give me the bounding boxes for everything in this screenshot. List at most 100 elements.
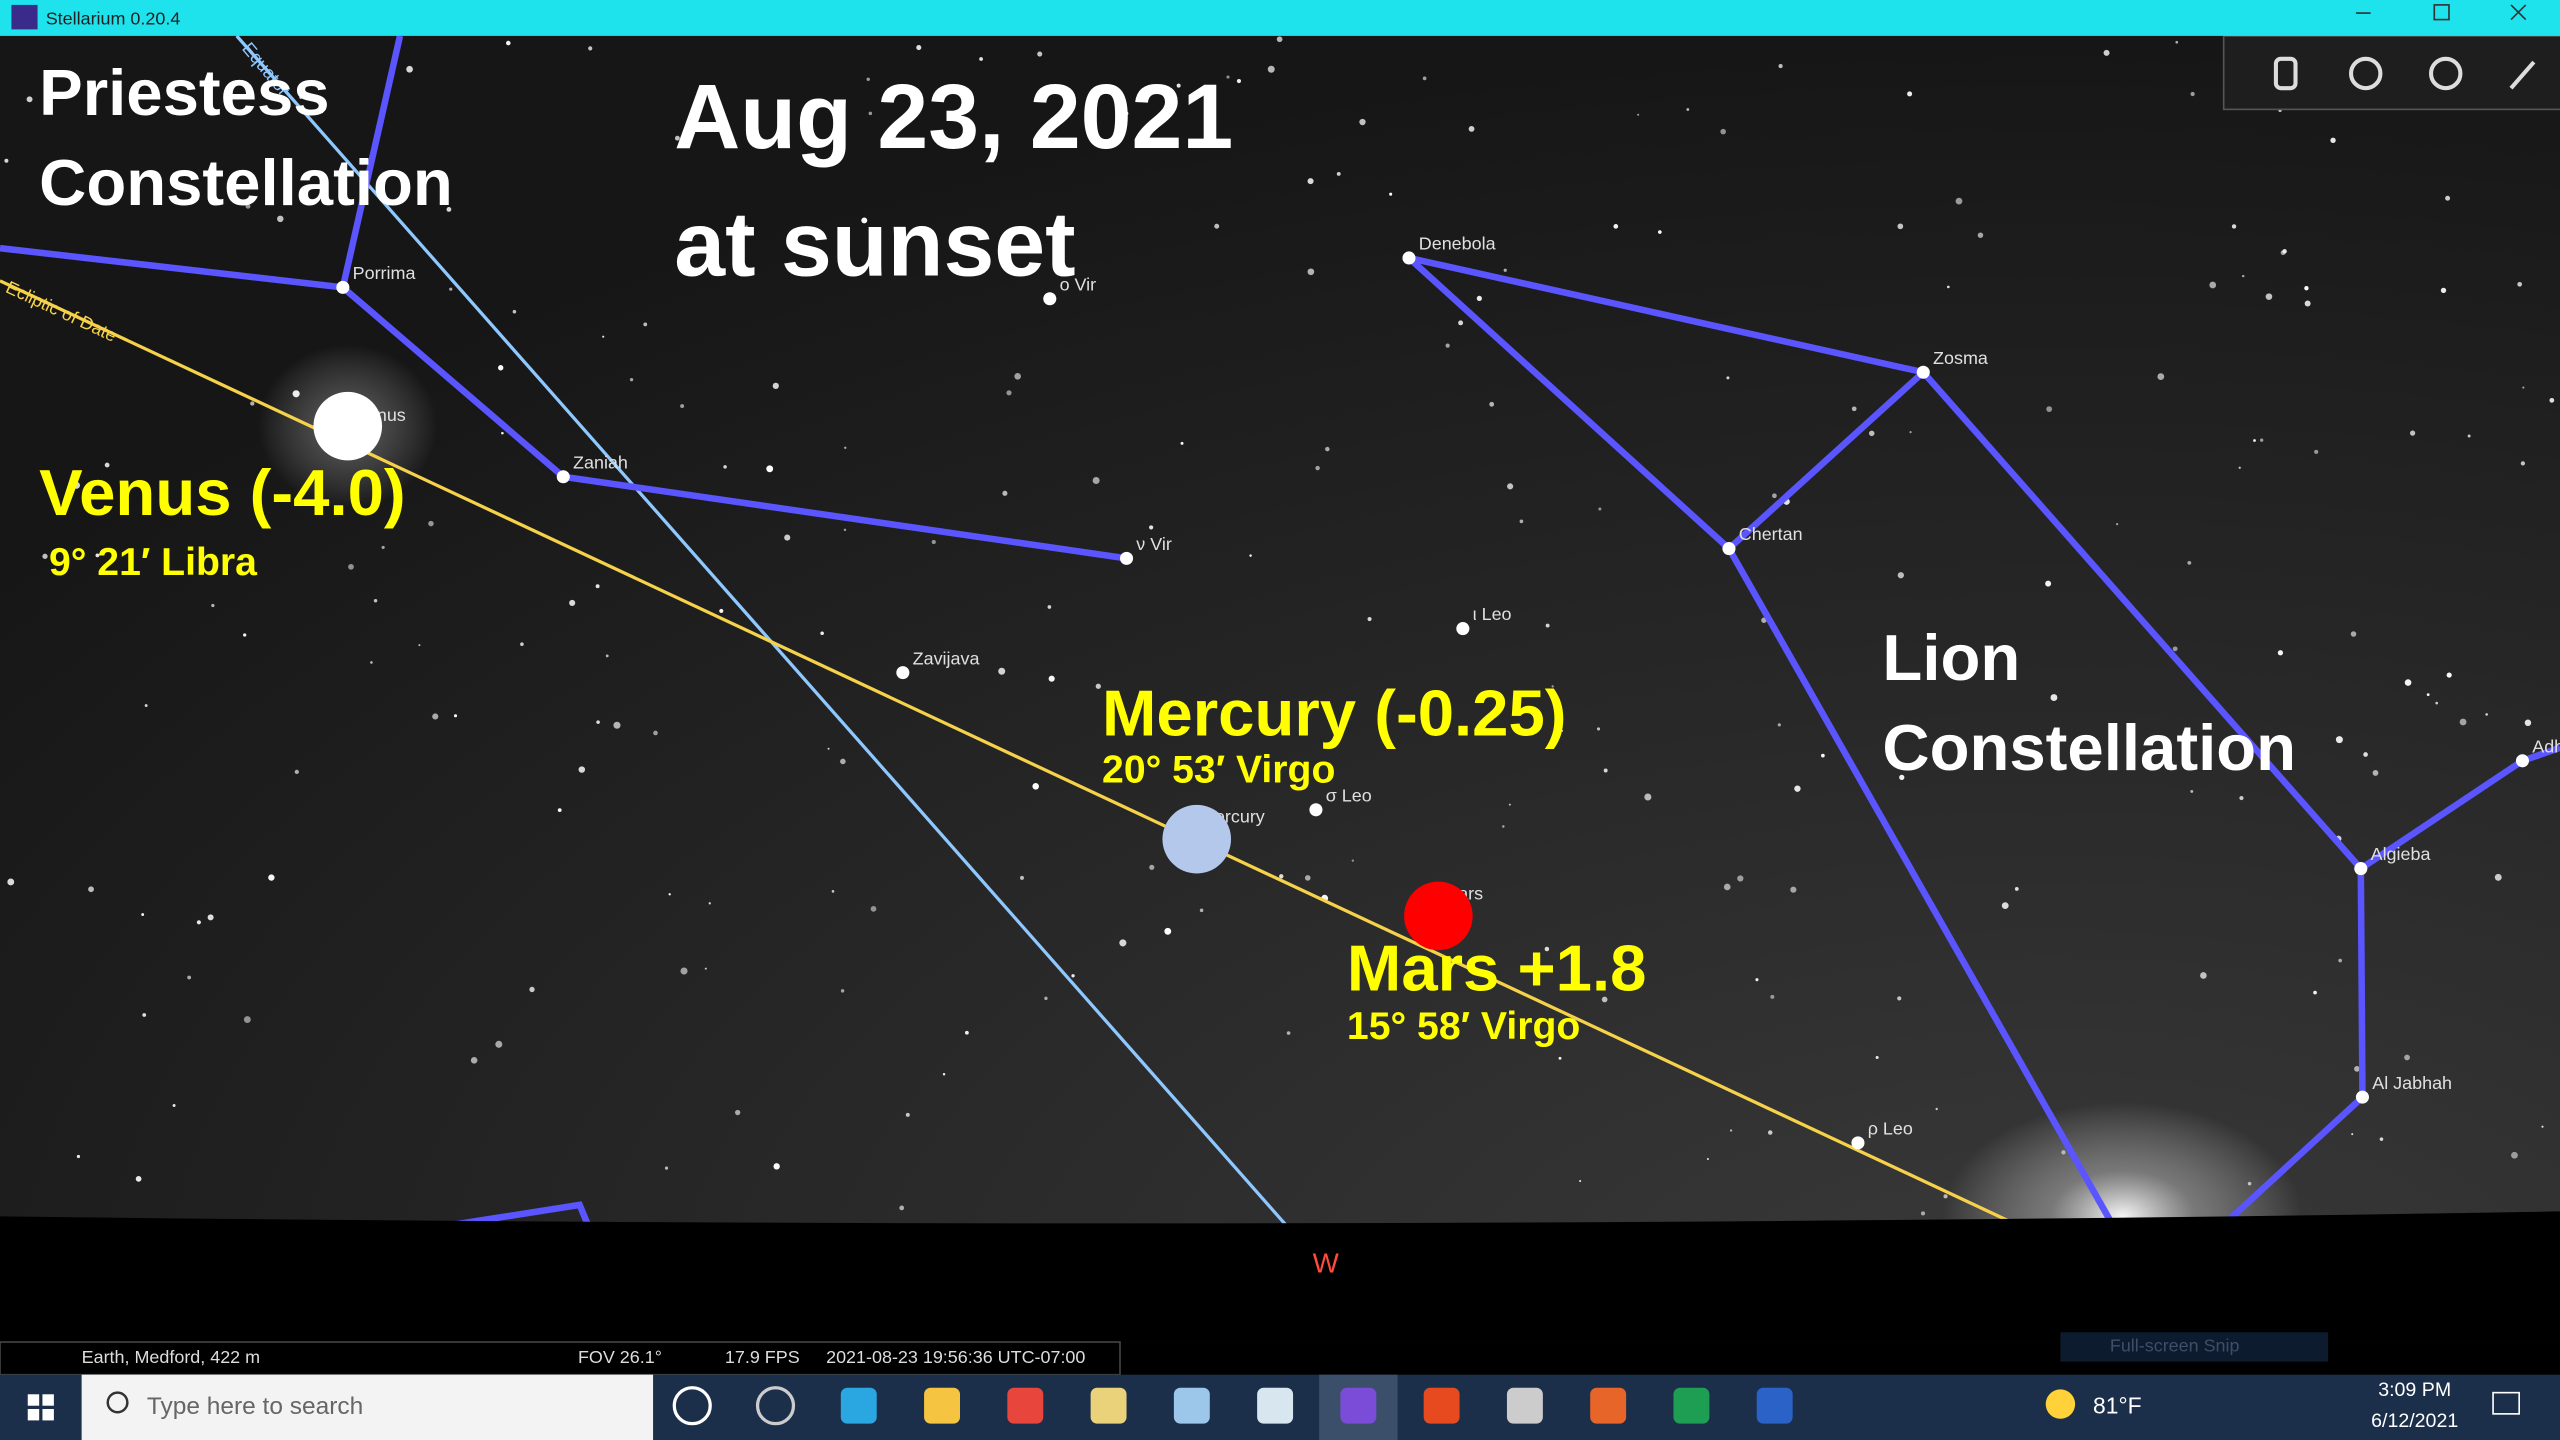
star xyxy=(844,529,846,531)
star xyxy=(1755,978,1758,981)
star xyxy=(1268,66,1275,73)
star xyxy=(2354,1066,2360,1072)
star xyxy=(1637,114,1639,116)
star xyxy=(840,759,846,765)
star xyxy=(1852,406,1857,411)
clock-date: 6/12/2021 xyxy=(2371,1410,2458,1432)
star xyxy=(932,540,936,544)
star[interactable] xyxy=(2354,862,2367,875)
star xyxy=(828,748,830,750)
star xyxy=(2468,434,2471,437)
taskbar-app[interactable] xyxy=(1590,1388,1626,1424)
star xyxy=(1897,223,1903,229)
taskbar-app[interactable] xyxy=(924,1388,960,1424)
star xyxy=(820,631,824,635)
star xyxy=(569,600,575,606)
star xyxy=(1020,876,1024,880)
star xyxy=(1277,36,1283,42)
star xyxy=(1869,431,1874,436)
star xyxy=(558,808,562,812)
star[interactable] xyxy=(557,470,570,483)
star[interactable] xyxy=(1722,542,1735,555)
star xyxy=(2521,461,2525,465)
star xyxy=(250,401,254,405)
star xyxy=(1367,617,1371,621)
star xyxy=(1149,525,1153,529)
star xyxy=(2260,438,2263,441)
star xyxy=(88,886,94,892)
star[interactable] xyxy=(1851,1136,1864,1149)
star-label: Zosma xyxy=(1933,348,1988,368)
star xyxy=(211,604,214,607)
star xyxy=(348,564,354,570)
star xyxy=(187,976,191,980)
taskbar-app[interactable] xyxy=(1174,1388,1210,1424)
star xyxy=(1214,224,1219,229)
star[interactable] xyxy=(1456,622,1469,635)
mercury[interactable] xyxy=(1162,805,1231,874)
star[interactable] xyxy=(1402,251,1415,264)
star xyxy=(1093,477,1100,484)
star xyxy=(1559,1057,1562,1060)
star xyxy=(432,713,438,719)
taskbar-app[interactable] xyxy=(1091,1388,1127,1424)
star xyxy=(1686,108,1689,111)
star xyxy=(1308,268,1315,275)
star xyxy=(2232,224,2236,228)
star xyxy=(943,1073,945,1075)
star xyxy=(173,1104,176,1107)
star xyxy=(1598,507,1601,510)
star xyxy=(2460,719,2467,726)
star[interactable] xyxy=(2356,1091,2369,1104)
star xyxy=(735,1110,740,1115)
star[interactable] xyxy=(1917,366,1930,379)
star xyxy=(1921,1211,1925,1215)
annotation: at sunset xyxy=(674,194,1075,296)
star xyxy=(374,599,377,602)
compass-label: W xyxy=(1313,1248,1340,1279)
star xyxy=(2314,450,2318,454)
star[interactable] xyxy=(1120,552,1133,565)
star[interactable] xyxy=(1309,803,1322,816)
taskbar-app[interactable] xyxy=(1673,1388,1709,1424)
star xyxy=(2373,770,2379,776)
star-label: Zavijava xyxy=(913,648,980,668)
star xyxy=(2278,650,2283,655)
star xyxy=(2253,439,2256,442)
star-label: Adh xyxy=(2532,736,2560,756)
star xyxy=(1325,447,1329,451)
star xyxy=(2239,796,2243,800)
taskbar-app[interactable] xyxy=(1424,1388,1460,1424)
taskbar-app[interactable] xyxy=(1257,1388,1293,1424)
star[interactable] xyxy=(336,281,349,294)
venus[interactable] xyxy=(313,392,382,461)
star xyxy=(773,1163,779,1169)
taskbar-app[interactable] xyxy=(1340,1388,1376,1424)
star xyxy=(2517,282,2522,287)
star xyxy=(2045,581,2051,587)
star xyxy=(841,989,844,992)
star xyxy=(2266,293,2273,300)
star xyxy=(42,554,47,559)
star xyxy=(1876,1056,1879,1059)
weather-icon xyxy=(2046,1389,2075,1418)
star-label: Al Jabhah xyxy=(2372,1073,2452,1093)
star xyxy=(2511,1152,2518,1159)
star xyxy=(2445,196,2450,201)
star xyxy=(141,913,144,916)
star[interactable] xyxy=(2516,754,2529,767)
taskbar-app[interactable] xyxy=(841,1388,877,1424)
taskbar-app[interactable] xyxy=(1757,1388,1793,1424)
star xyxy=(1352,860,1354,862)
star xyxy=(1305,875,1311,881)
ground xyxy=(0,1211,2560,1342)
star xyxy=(1096,684,1101,689)
star xyxy=(268,874,274,880)
star xyxy=(529,987,534,992)
star[interactable] xyxy=(896,666,909,679)
star xyxy=(1779,64,1783,68)
star xyxy=(428,521,434,527)
taskbar-app[interactable] xyxy=(1507,1388,1543,1424)
star xyxy=(653,731,658,736)
taskbar-app[interactable] xyxy=(1007,1388,1043,1424)
